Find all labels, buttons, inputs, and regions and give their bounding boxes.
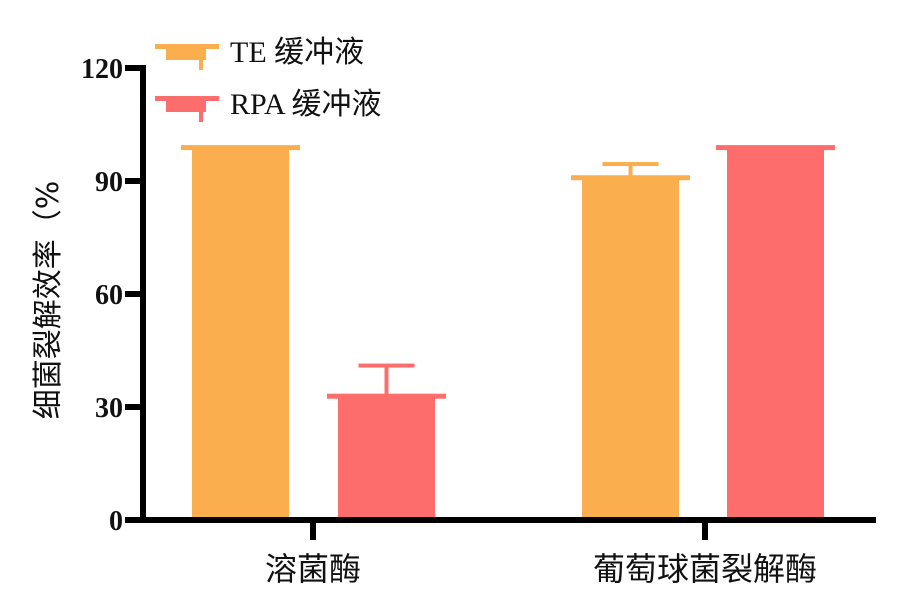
bar: [582, 177, 679, 520]
bar: [192, 147, 289, 520]
legend-swatch-cap: [155, 44, 219, 49]
legend: TE 缓冲液 RPA 缓冲液: [155, 36, 381, 122]
y-tick-label: 0: [109, 506, 123, 537]
bar: [727, 147, 824, 520]
error-bar: [628, 164, 633, 178]
legend-swatch-error: [199, 100, 203, 122]
error-bar: [384, 365, 389, 396]
bar-cap: [327, 393, 446, 399]
axes-group: 0 30 60 90 120 溶菌酶 葡萄球菌裂解酶 细菌裂解效率（%: [31, 54, 876, 588]
legend-swatch-error: [199, 48, 203, 70]
bars-group: [181, 145, 835, 520]
legend-label: TE 缓冲液: [230, 36, 364, 69]
x-axis-line: [138, 517, 876, 523]
legend-swatch-bar: [166, 100, 206, 112]
y-tick: [125, 291, 143, 297]
error-cap: [358, 363, 415, 368]
y-tick: [125, 65, 143, 71]
y-tick: [125, 178, 143, 184]
legend-swatch-cap: [155, 96, 219, 101]
bar: [338, 395, 435, 520]
bar-cap: [181, 145, 300, 151]
bar-cap: [716, 145, 835, 151]
y-tick-label: 60: [95, 280, 123, 311]
x-category-label: 葡萄球菌裂解酶: [593, 550, 817, 588]
y-tick-label: 120: [81, 54, 123, 85]
error-cap: [602, 162, 659, 167]
x-tick: [310, 520, 316, 540]
x-tick: [702, 520, 708, 540]
y-tick-label: 30: [95, 393, 123, 424]
legend-swatch-bar: [166, 48, 206, 60]
y-tick: [125, 404, 143, 410]
y-tick: [125, 517, 143, 523]
legend-label: RPA 缓冲液: [230, 88, 381, 121]
y-axis-label: 细菌裂解效率（%: [31, 181, 66, 420]
bar-cap: [571, 175, 690, 181]
y-tick-label: 90: [95, 167, 123, 198]
x-category-label: 溶菌酶: [265, 550, 361, 588]
